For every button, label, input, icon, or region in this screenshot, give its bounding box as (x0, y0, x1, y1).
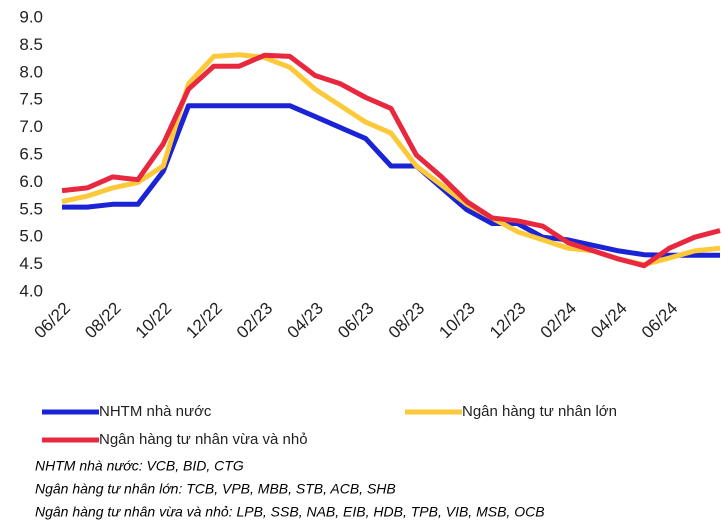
x-tick-label: 04/24 (587, 299, 631, 343)
y-tick-label: 5.5 (19, 199, 43, 218)
legend-label: Ngân hàng tư nhân lớn (462, 403, 617, 420)
y-tick-label: 7.5 (19, 90, 43, 109)
y-tick-label: 7.0 (19, 117, 43, 136)
x-tick-label: 08/22 (81, 299, 125, 343)
y-tick-label: 6.5 (19, 144, 43, 163)
y-tick-label: 4.0 (19, 281, 43, 300)
y-tick-label: 9.0 (19, 7, 43, 26)
x-tick-label: 08/23 (385, 299, 429, 343)
footnote: Ngân hàng tư nhân lớn: TCB, VPB, MBB, ST… (35, 481, 396, 497)
y-tick-label: 8.0 (19, 62, 43, 81)
x-tick-label: 02/23 (233, 299, 277, 343)
x-tick-label: 12/23 (486, 299, 530, 343)
line-series (61, 52, 721, 268)
y-tick-label: 5.0 (19, 227, 43, 246)
y-tick-label: 6.0 (19, 172, 43, 191)
line-series (62, 103, 720, 258)
line-series (61, 52, 721, 269)
x-tick-label: 06/24 (638, 299, 682, 343)
y-tick-label: 8.5 (19, 35, 43, 54)
x-tick-label: 10/23 (435, 299, 479, 343)
y-tick-label: 4.5 (19, 254, 43, 273)
x-tick-label: 12/22 (182, 299, 226, 343)
x-tick-label: 02/24 (537, 299, 581, 343)
legend-label: Ngân hàng tư nhân vừa và nhỏ (99, 431, 308, 448)
x-tick-label: 04/23 (284, 299, 328, 343)
x-tick-label: 06/23 (334, 299, 378, 343)
legend-label: NHTM nhà nước (99, 403, 212, 420)
x-tick-label: 10/22 (132, 299, 176, 343)
footnote: Ngân hàng tư nhân vừa và nhỏ: LPB, SSB, … (35, 504, 545, 520)
footnote: NHTM nhà nước: VCB, BID, CTG (35, 458, 244, 474)
x-tick-label: 06/22 (30, 299, 74, 343)
